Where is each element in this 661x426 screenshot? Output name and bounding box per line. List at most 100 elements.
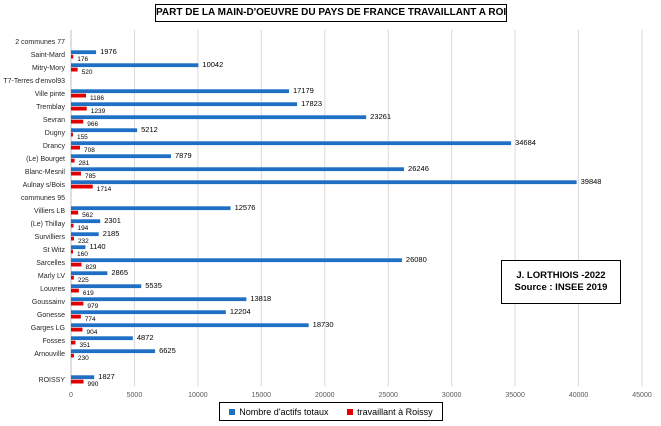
data-label-roissy: 232: [78, 238, 89, 245]
x-tick-label: 25000: [378, 392, 398, 399]
x-tick-label: 20000: [315, 392, 335, 399]
bar-total: [71, 232, 99, 237]
category-label: Tremblay: [36, 104, 65, 111]
x-tick-label: 35000: [505, 392, 525, 399]
bar-total: [71, 63, 199, 68]
bar-total: [71, 206, 231, 211]
x-tick-label: 40000: [569, 392, 589, 399]
category-label: Gonesse: [37, 312, 65, 319]
data-label-total: 7879: [175, 151, 192, 160]
data-label-roissy: 194: [77, 225, 88, 232]
data-label-total: 12576: [235, 203, 256, 212]
bar-total: [71, 219, 101, 224]
bar-roissy: [71, 158, 75, 163]
data-label-roissy: 225: [78, 277, 89, 284]
data-label-roissy: 1714: [97, 186, 112, 193]
credit-author: J. LORTHIOIS -2022: [516, 270, 606, 281]
data-label-total: 1976: [100, 47, 117, 56]
bars: [71, 50, 577, 384]
value-labels: 1976176100425201717911861782312392326196…: [77, 47, 602, 388]
category-label: Aulnay s/Bois: [23, 182, 66, 189]
bar-roissy: [71, 314, 81, 319]
bar-total: [71, 336, 133, 341]
data-label-total: 4872: [137, 333, 154, 342]
legend-item-roissy: travaillant à Roissy: [347, 407, 433, 417]
chart-title: PART DE LA MAIN-D'OEUVRE DU PAYS DE FRAN…: [155, 4, 507, 22]
category-label: ROISSY: [39, 377, 66, 384]
bar-total: [71, 115, 367, 120]
data-label-roissy: 990: [88, 381, 99, 388]
x-tick-label: 30000: [442, 392, 462, 399]
category-label: (Le) Thillay: [31, 221, 66, 228]
category-labels: 2 communes 77 Saint-Mard Mitry-Mory T7-Terr…: [3, 39, 65, 384]
data-label-roissy: 774: [85, 316, 96, 323]
category-label: communes 95: [21, 195, 65, 202]
category-label: Mitry-Mory: [32, 65, 66, 72]
legend-swatch-total: [229, 408, 236, 415]
bar-total: [71, 271, 108, 276]
category-label: Villiers LB: [34, 208, 65, 215]
legend-swatch-roissy: [347, 408, 354, 415]
data-label-total: 5535: [145, 281, 162, 290]
bar-total: [71, 50, 97, 55]
category-label: Sarcelles: [36, 260, 65, 267]
bar-roissy: [71, 145, 80, 150]
bar-roissy: [71, 223, 74, 228]
data-label-total: 1827: [98, 372, 115, 381]
bar-total: [71, 297, 247, 302]
data-label-roissy: 281: [79, 160, 90, 167]
data-label-total: 17179: [293, 86, 314, 95]
bar-roissy: [71, 301, 84, 306]
bar-total: [71, 245, 86, 250]
data-label-roissy: 176: [77, 56, 88, 63]
category-label: Saint-Mard: [31, 52, 65, 59]
bar-roissy: [71, 106, 87, 111]
data-label-total: 2301: [104, 216, 121, 225]
category-label: Blanc-Mesnil: [25, 169, 66, 176]
bar-roissy: [71, 340, 76, 345]
category-label: Drancy: [43, 143, 66, 150]
category-label: Ville pinte: [35, 91, 65, 98]
x-tick-label: 5000: [127, 392, 143, 399]
data-label-roissy: 520: [82, 69, 93, 76]
bar-roissy: [71, 236, 74, 241]
bar-roissy: [71, 353, 74, 358]
category-label: Garges LG: [31, 325, 65, 332]
data-label-roissy: 562: [82, 212, 93, 219]
data-label-total: 34684: [515, 138, 536, 147]
x-tick-labels: 0 5000 10000 15000 20000 25000 30000 35000 40000…: [69, 392, 652, 399]
bar-total: [71, 349, 156, 354]
legend-label-total: Nombre d'actifs totaux: [239, 406, 329, 417]
legend-label-roissy: travaillant à Roissy: [357, 406, 433, 417]
legend-item-total: Nombre d'actifs totaux: [229, 406, 329, 417]
bar-roissy: [71, 379, 84, 384]
x-tick-label: 0: [69, 392, 73, 399]
data-label-total: 5212: [141, 125, 158, 134]
category-label: Goussainv: [32, 299, 66, 306]
x-tick-label: 10000: [188, 392, 208, 399]
bar-roissy: [71, 275, 74, 280]
data-label-roissy: 619: [83, 290, 94, 297]
data-label-total: 2185: [103, 229, 120, 238]
data-label-roissy: 155: [77, 134, 88, 141]
bar-total: [71, 258, 402, 263]
bar-total: [71, 89, 289, 94]
data-label-roissy: 351: [79, 342, 90, 349]
category-label: (Le) Bourget: [26, 156, 65, 163]
bar-roissy: [71, 249, 74, 254]
bar-total: [71, 154, 171, 159]
category-label: Louvres: [40, 286, 65, 293]
legend: Nombre d'actifs totaux travaillant à Roi…: [219, 402, 443, 421]
credit-annotation: J. LORTHIOIS -2022 Source : INSEE 2019: [501, 260, 621, 304]
data-label-total: 1140: [89, 242, 105, 251]
category-label: Dugny: [45, 130, 66, 137]
data-label-total: 12204: [230, 307, 251, 316]
data-label-total: 13818: [250, 294, 271, 303]
bar-total: [71, 128, 138, 133]
data-label-total: 10042: [202, 60, 223, 69]
category-label: Sevran: [43, 117, 65, 124]
bar-total: [71, 141, 512, 146]
bar-total: [71, 375, 95, 380]
bar-roissy: [71, 119, 84, 124]
